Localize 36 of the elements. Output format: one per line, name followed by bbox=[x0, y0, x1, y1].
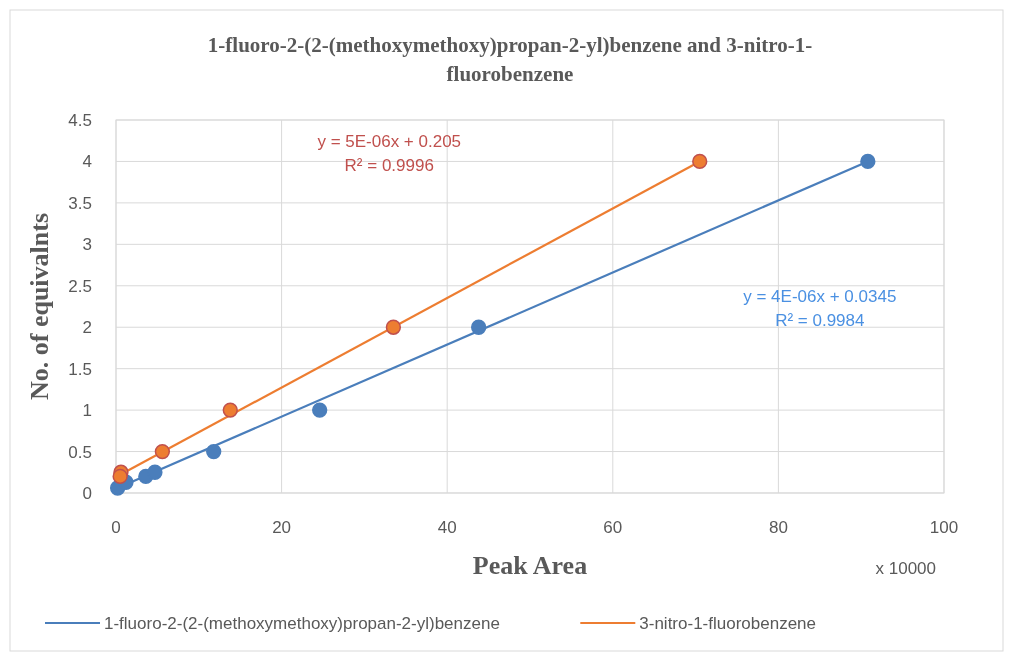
legend-label: 3-nitro-1-fluorobenzene bbox=[639, 614, 817, 633]
y-tick-label: 1 bbox=[82, 401, 92, 421]
y-tick-label: 3.5 bbox=[68, 193, 92, 213]
legend-label: 1-fluoro-2-(2-(methoxymethoxy)propan-2-yl)benzene bbox=[104, 614, 500, 633]
y-tick-label: 0 bbox=[82, 484, 92, 503]
point bbox=[147, 464, 163, 480]
y-tick-label: 3 bbox=[82, 235, 92, 255]
y-tick-label: 4 bbox=[82, 152, 92, 172]
point bbox=[860, 153, 876, 170]
y-tick-label: 4.5 bbox=[68, 111, 92, 130]
annotation: R² = 0.9996 bbox=[344, 156, 434, 176]
point bbox=[471, 319, 487, 335]
point bbox=[112, 468, 128, 485]
annotation: y = 5E-06x + 0.205 bbox=[317, 132, 462, 152]
y-tick-label: 1.5 bbox=[68, 359, 92, 379]
annotation: R² = 0.9984 bbox=[775, 311, 865, 331]
point bbox=[154, 443, 171, 460]
annotation: y = 4E-06x + 0.0345 bbox=[743, 287, 897, 307]
y-tick-label: 2 bbox=[82, 318, 92, 338]
chart-title: 1-fluoro-2-(2-(methoxymethoxy)propan-2-yl)benzene and 3-nitro-1-fluorobenzene bbox=[207, 33, 813, 86]
x-tick-label: 40 bbox=[437, 518, 457, 537]
x-tick-label: 60 bbox=[603, 518, 623, 537]
x-tick-label: 80 bbox=[768, 518, 788, 537]
point bbox=[692, 153, 708, 170]
point bbox=[222, 402, 238, 418]
y-tick-label: 2.5 bbox=[68, 276, 92, 296]
text: x 10000 bbox=[875, 559, 936, 578]
x-tick-label: 0 bbox=[111, 518, 121, 537]
y-tick-label: 0.5 bbox=[68, 442, 92, 462]
x-tick-label: 100 bbox=[929, 518, 959, 537]
point bbox=[206, 443, 222, 460]
point bbox=[385, 319, 402, 335]
point bbox=[312, 402, 328, 418]
x-tick-label: 20 bbox=[272, 518, 292, 537]
y-axis-title: No. of equivalnts bbox=[25, 212, 54, 401]
x-axis-title: Peak Area bbox=[472, 551, 588, 580]
